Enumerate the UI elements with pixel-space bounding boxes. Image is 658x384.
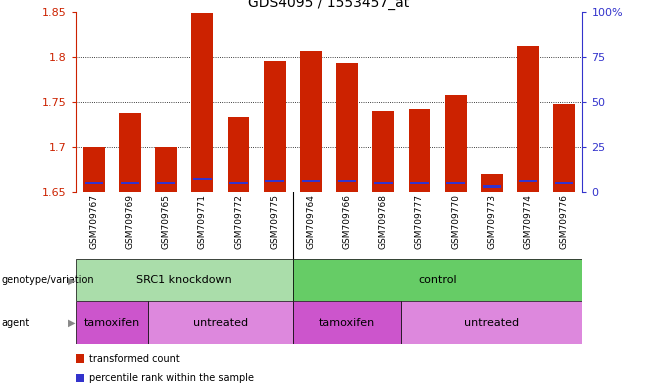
Bar — [148, 301, 293, 344]
Title: GDS4095 / 1553457_at: GDS4095 / 1553457_at — [248, 0, 410, 10]
Bar — [293, 301, 401, 344]
Bar — [155, 147, 177, 192]
Bar — [482, 185, 501, 188]
Bar — [446, 182, 465, 184]
Bar — [293, 259, 582, 301]
Bar — [76, 259, 293, 301]
Bar — [445, 96, 467, 192]
Text: GSM709766: GSM709766 — [343, 194, 351, 249]
Text: GSM709774: GSM709774 — [524, 194, 532, 249]
Text: GSM709777: GSM709777 — [415, 194, 424, 249]
Text: control: control — [418, 275, 457, 285]
Text: GSM709765: GSM709765 — [162, 194, 170, 249]
Bar — [481, 174, 503, 192]
Bar — [517, 46, 539, 192]
Bar — [157, 182, 176, 184]
Bar — [228, 117, 249, 192]
Text: percentile rank within the sample: percentile rank within the sample — [89, 373, 255, 383]
Bar — [372, 111, 394, 192]
Bar — [555, 182, 574, 184]
Bar — [374, 182, 393, 184]
Bar — [519, 180, 538, 182]
Text: transformed count: transformed count — [89, 354, 180, 364]
Text: ▶: ▶ — [68, 275, 75, 285]
Text: GSM709776: GSM709776 — [560, 194, 569, 249]
Bar — [553, 104, 575, 192]
Bar — [300, 51, 322, 192]
Bar — [410, 182, 429, 184]
Bar — [409, 109, 430, 192]
Bar — [229, 182, 248, 184]
Bar — [401, 301, 582, 344]
Bar — [336, 63, 358, 192]
Text: GSM709775: GSM709775 — [270, 194, 279, 249]
Text: SRC1 knockdown: SRC1 knockdown — [136, 275, 232, 285]
Text: GSM709770: GSM709770 — [451, 194, 460, 249]
Bar — [76, 301, 148, 344]
Text: tamoxifen: tamoxifen — [319, 318, 375, 328]
Text: tamoxifen: tamoxifen — [84, 318, 140, 328]
Text: GSM709767: GSM709767 — [89, 194, 98, 249]
Bar — [264, 61, 286, 192]
Bar — [338, 180, 357, 182]
Text: GSM709764: GSM709764 — [307, 194, 315, 249]
Text: GSM709768: GSM709768 — [379, 194, 388, 249]
Bar — [301, 180, 320, 182]
Text: genotype/variation: genotype/variation — [1, 275, 94, 285]
Bar — [119, 113, 141, 192]
Text: GSM709773: GSM709773 — [488, 194, 496, 249]
Bar — [120, 182, 139, 184]
Bar — [193, 178, 212, 180]
Bar — [191, 13, 213, 192]
Text: agent: agent — [1, 318, 30, 328]
Text: GSM709769: GSM709769 — [126, 194, 134, 249]
Text: GSM709772: GSM709772 — [234, 194, 243, 249]
Text: untreated: untreated — [193, 318, 248, 328]
Text: untreated: untreated — [465, 318, 519, 328]
Bar — [83, 147, 105, 192]
Bar — [84, 182, 103, 184]
Text: GSM709771: GSM709771 — [198, 194, 207, 249]
Bar — [265, 180, 284, 182]
Text: ▶: ▶ — [68, 318, 75, 328]
